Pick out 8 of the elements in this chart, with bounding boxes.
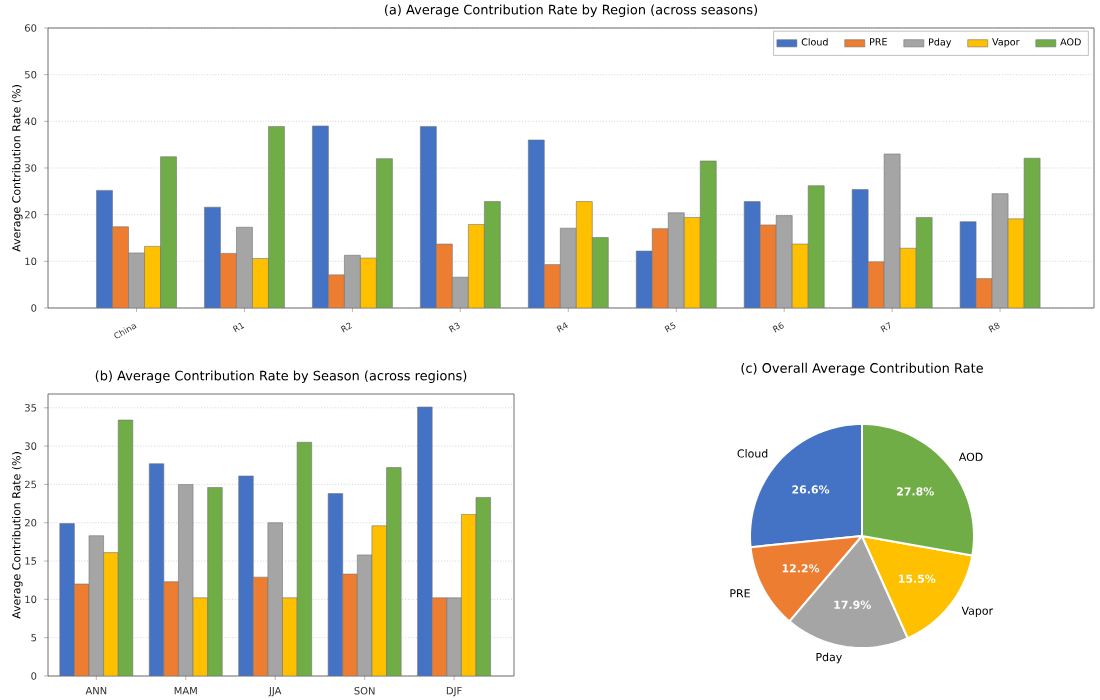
bar — [238, 475, 254, 676]
bar — [446, 597, 462, 676]
bar — [417, 406, 433, 676]
bar — [59, 523, 75, 676]
bar — [103, 552, 119, 676]
bar — [163, 581, 179, 676]
bar — [207, 487, 223, 676]
bar — [342, 573, 358, 676]
